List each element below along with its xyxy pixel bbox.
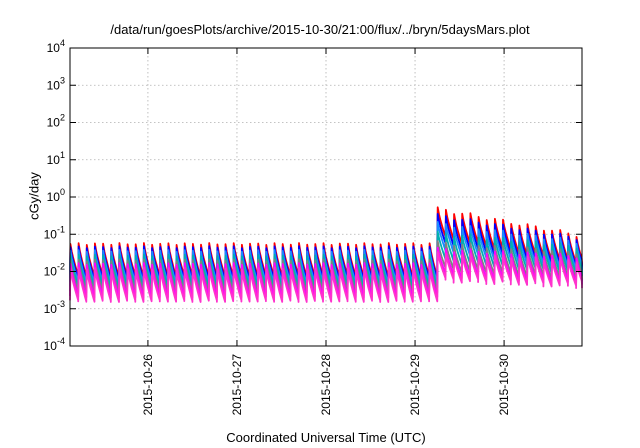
axes: 10-4 10-3 10-2 10-1 100 101 102 103 104 2015-10-2…: [44, 38, 583, 416]
x-tick-label: 2015-10-26: [141, 354, 155, 416]
y-tick-label: 10-4: [44, 336, 65, 353]
y-tick-label: 103: [47, 75, 65, 92]
series-line: [69, 220, 583, 285]
series-line: [69, 251, 583, 303]
series-line: [69, 246, 583, 299]
y-tick-label: 102: [47, 113, 65, 130]
chart-title: /data/run/goesPlots/archive/2015-10-30/2…: [110, 22, 530, 37]
x-tick-label: 2015-10-27: [230, 354, 244, 416]
plot-frame: [69, 47, 583, 347]
x-axis-label: Coordinated Universal Time (UTC): [226, 430, 426, 445]
y-axis-label: cGy/day: [26, 172, 42, 220]
series-line: [69, 230, 583, 289]
y-tick-label: 101: [47, 150, 65, 167]
y-tick-label: 10-1: [44, 224, 65, 241]
y-tick-label: 10-2: [44, 262, 65, 279]
y-tick-label: 100: [47, 187, 65, 204]
x-tick-label: 2015-10-30: [497, 354, 511, 416]
series-line: [69, 240, 583, 294]
series-group: [69, 206, 583, 303]
y-tick-label: 104: [47, 38, 65, 55]
x-tick-label: 2015-10-28: [319, 354, 333, 416]
x-tick-label: 2015-10-29: [408, 354, 422, 416]
y-tick-label: 10-3: [44, 299, 65, 316]
